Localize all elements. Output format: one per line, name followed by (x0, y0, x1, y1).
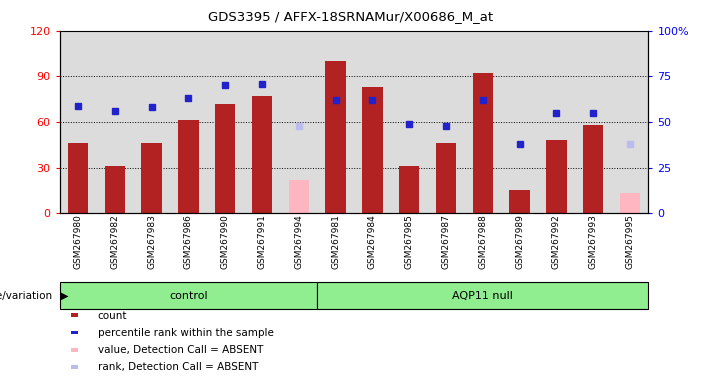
Bar (60, 31, 96, 213)
Bar (436, 143, 456, 213)
Bar (72, 365, 78, 369)
Bar (317, 31, 354, 213)
Bar (244, 31, 280, 213)
Bar (60, 282, 317, 309)
Bar (428, 31, 465, 213)
Bar (399, 166, 419, 213)
Bar (97, 31, 133, 213)
Bar (280, 31, 318, 213)
Bar (68, 143, 88, 213)
Bar (354, 31, 391, 213)
Bar (72, 313, 78, 317)
Text: control: control (169, 291, 207, 301)
Bar (72, 348, 78, 351)
Bar (325, 61, 346, 213)
Bar (501, 31, 538, 213)
Bar (133, 31, 170, 213)
Bar (170, 31, 207, 213)
Bar (178, 121, 198, 213)
Bar (252, 96, 272, 213)
Bar (612, 31, 648, 213)
Bar (465, 31, 501, 213)
Bar (289, 180, 309, 213)
Text: value, Detection Call = ABSENT: value, Detection Call = ABSENT (98, 345, 264, 355)
Bar (215, 104, 236, 213)
Bar (546, 140, 566, 213)
Bar (72, 331, 78, 334)
Text: percentile rank within the sample: percentile rank within the sample (98, 328, 273, 338)
Bar (207, 31, 244, 213)
Bar (538, 31, 575, 213)
Text: GDS3395 / AFFX-18SRNAMur/X00686_M_at: GDS3395 / AFFX-18SRNAMur/X00686_M_at (208, 10, 493, 23)
Bar (583, 125, 604, 213)
Bar (391, 31, 428, 213)
Text: count: count (98, 311, 128, 321)
Text: AQP11 null: AQP11 null (452, 291, 513, 301)
Text: rank, Detection Call = ABSENT: rank, Detection Call = ABSENT (98, 362, 258, 372)
Text: genotype/variation: genotype/variation (0, 291, 53, 301)
Bar (317, 282, 648, 309)
Bar (510, 190, 530, 213)
Bar (472, 73, 493, 213)
Bar (142, 143, 162, 213)
Bar (362, 87, 383, 213)
Text: ▶: ▶ (61, 291, 69, 301)
Bar (575, 31, 612, 213)
Bar (620, 194, 640, 213)
Bar (104, 166, 125, 213)
